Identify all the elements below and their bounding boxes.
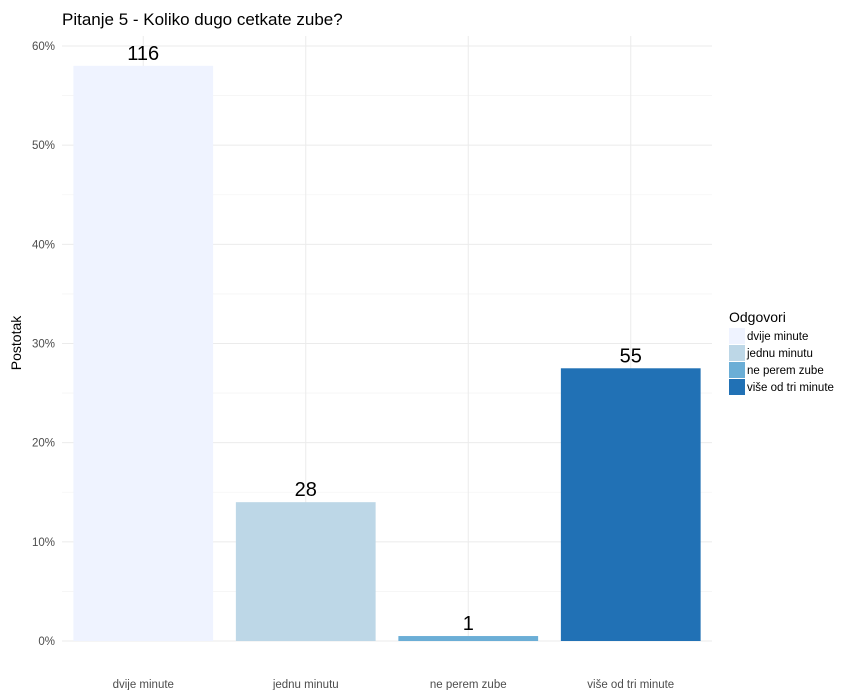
data-label: 28	[295, 479, 317, 501]
legend-key	[729, 345, 745, 361]
y-tick-label: 60%	[32, 41, 55, 53]
legend-label: dvije minute	[747, 331, 808, 343]
chart-title: Pitanje 5 - Koliko dugo cetkate zube?	[62, 10, 343, 29]
y-axis-ticks: 0% 10% 20% 30% 40% 50% 60%	[32, 41, 55, 648]
bar	[73, 65, 214, 642]
y-tick-label: 40%	[32, 239, 55, 251]
bars	[73, 65, 701, 642]
x-tick-label: dvije minute	[113, 679, 174, 690]
legend-label: više od tri minute	[747, 382, 834, 394]
x-tick-label: jednu minutu	[272, 679, 339, 690]
bar	[398, 636, 539, 641]
legend-title: Odgovori	[729, 309, 786, 325]
y-tick-label: 20%	[32, 438, 55, 450]
data-label: 1	[463, 613, 474, 635]
y-axis-title: Postotak	[8, 315, 24, 370]
legend: Odgovori dvije minute jednu minutu ne pere…	[729, 309, 834, 395]
y-tick-label: 10%	[32, 537, 55, 549]
x-tick-label: više od tri minute	[587, 679, 674, 690]
legend-key	[729, 379, 745, 395]
bar	[560, 368, 701, 641]
y-tick-label: 0%	[38, 636, 55, 648]
data-label: 55	[620, 345, 642, 367]
data-labels: 116 28 1 55	[127, 43, 642, 635]
y-tick-label: 30%	[32, 339, 55, 351]
x-axis-ticks: dvije minute jednu minutu ne perem zube viš…	[113, 679, 675, 690]
legend-label: jednu minutu	[746, 348, 813, 360]
y-tick-label: 50%	[32, 140, 55, 152]
data-label: 116	[127, 43, 159, 65]
legend-key	[729, 362, 745, 378]
legend-key	[729, 328, 745, 344]
bar	[235, 502, 376, 641]
x-tick-label: ne perem zube	[430, 679, 507, 690]
legend-label: ne perem zube	[747, 365, 824, 377]
